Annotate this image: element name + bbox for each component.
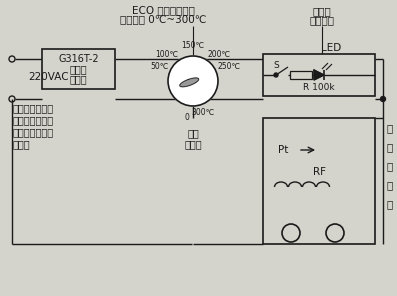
Bar (42, 49, 115, 89)
Text: 0: 0 (185, 113, 189, 122)
Text: 暖: 暖 (387, 180, 393, 190)
Text: 热时间: 热时间 (13, 139, 31, 149)
Circle shape (380, 96, 385, 102)
Text: 250℃: 250℃ (217, 62, 240, 71)
Bar (263, 54, 375, 96)
Text: 300℃: 300℃ (191, 108, 215, 117)
Bar (263, 118, 375, 244)
Text: 电暖气: 电暖气 (312, 6, 331, 16)
Text: 传感器: 传感器 (184, 139, 202, 149)
Text: RF: RF (312, 167, 326, 177)
Text: 电暖器的通电加: 电暖器的通电加 (13, 127, 54, 137)
Text: 由人工分段时间: 由人工分段时间 (13, 103, 54, 113)
Polygon shape (180, 78, 198, 87)
Text: G316T-2: G316T-2 (58, 54, 99, 64)
Text: Pt: Pt (278, 145, 288, 155)
Text: 设定以控制储热: 设定以控制储热 (13, 115, 54, 125)
Text: 150℃: 150℃ (181, 41, 204, 51)
Text: 储: 储 (387, 123, 393, 133)
Text: R 100k: R 100k (303, 83, 335, 92)
Circle shape (168, 56, 218, 106)
Text: 控温范围 0℃~300℃: 控温范围 0℃~300℃ (120, 14, 206, 24)
Polygon shape (314, 70, 324, 80)
Text: 型微时: 型微时 (70, 64, 87, 74)
Text: 220VAC: 220VAC (28, 72, 69, 82)
Text: 50℃: 50℃ (150, 62, 168, 71)
Text: 控开关: 控开关 (70, 74, 87, 84)
Text: 控制开关: 控制开关 (310, 15, 335, 25)
Text: LED: LED (321, 43, 341, 53)
Text: 200℃: 200℃ (208, 50, 231, 59)
Circle shape (274, 73, 278, 77)
Text: 温度: 温度 (187, 128, 199, 138)
Text: 电: 电 (387, 161, 393, 171)
Text: 热: 热 (387, 142, 393, 152)
Text: 气: 气 (387, 199, 393, 209)
Text: S: S (273, 62, 279, 70)
Bar (290, 71, 312, 79)
Text: ECO 型温度控制器: ECO 型温度控制器 (131, 5, 195, 15)
Text: 100℃: 100℃ (155, 50, 178, 59)
